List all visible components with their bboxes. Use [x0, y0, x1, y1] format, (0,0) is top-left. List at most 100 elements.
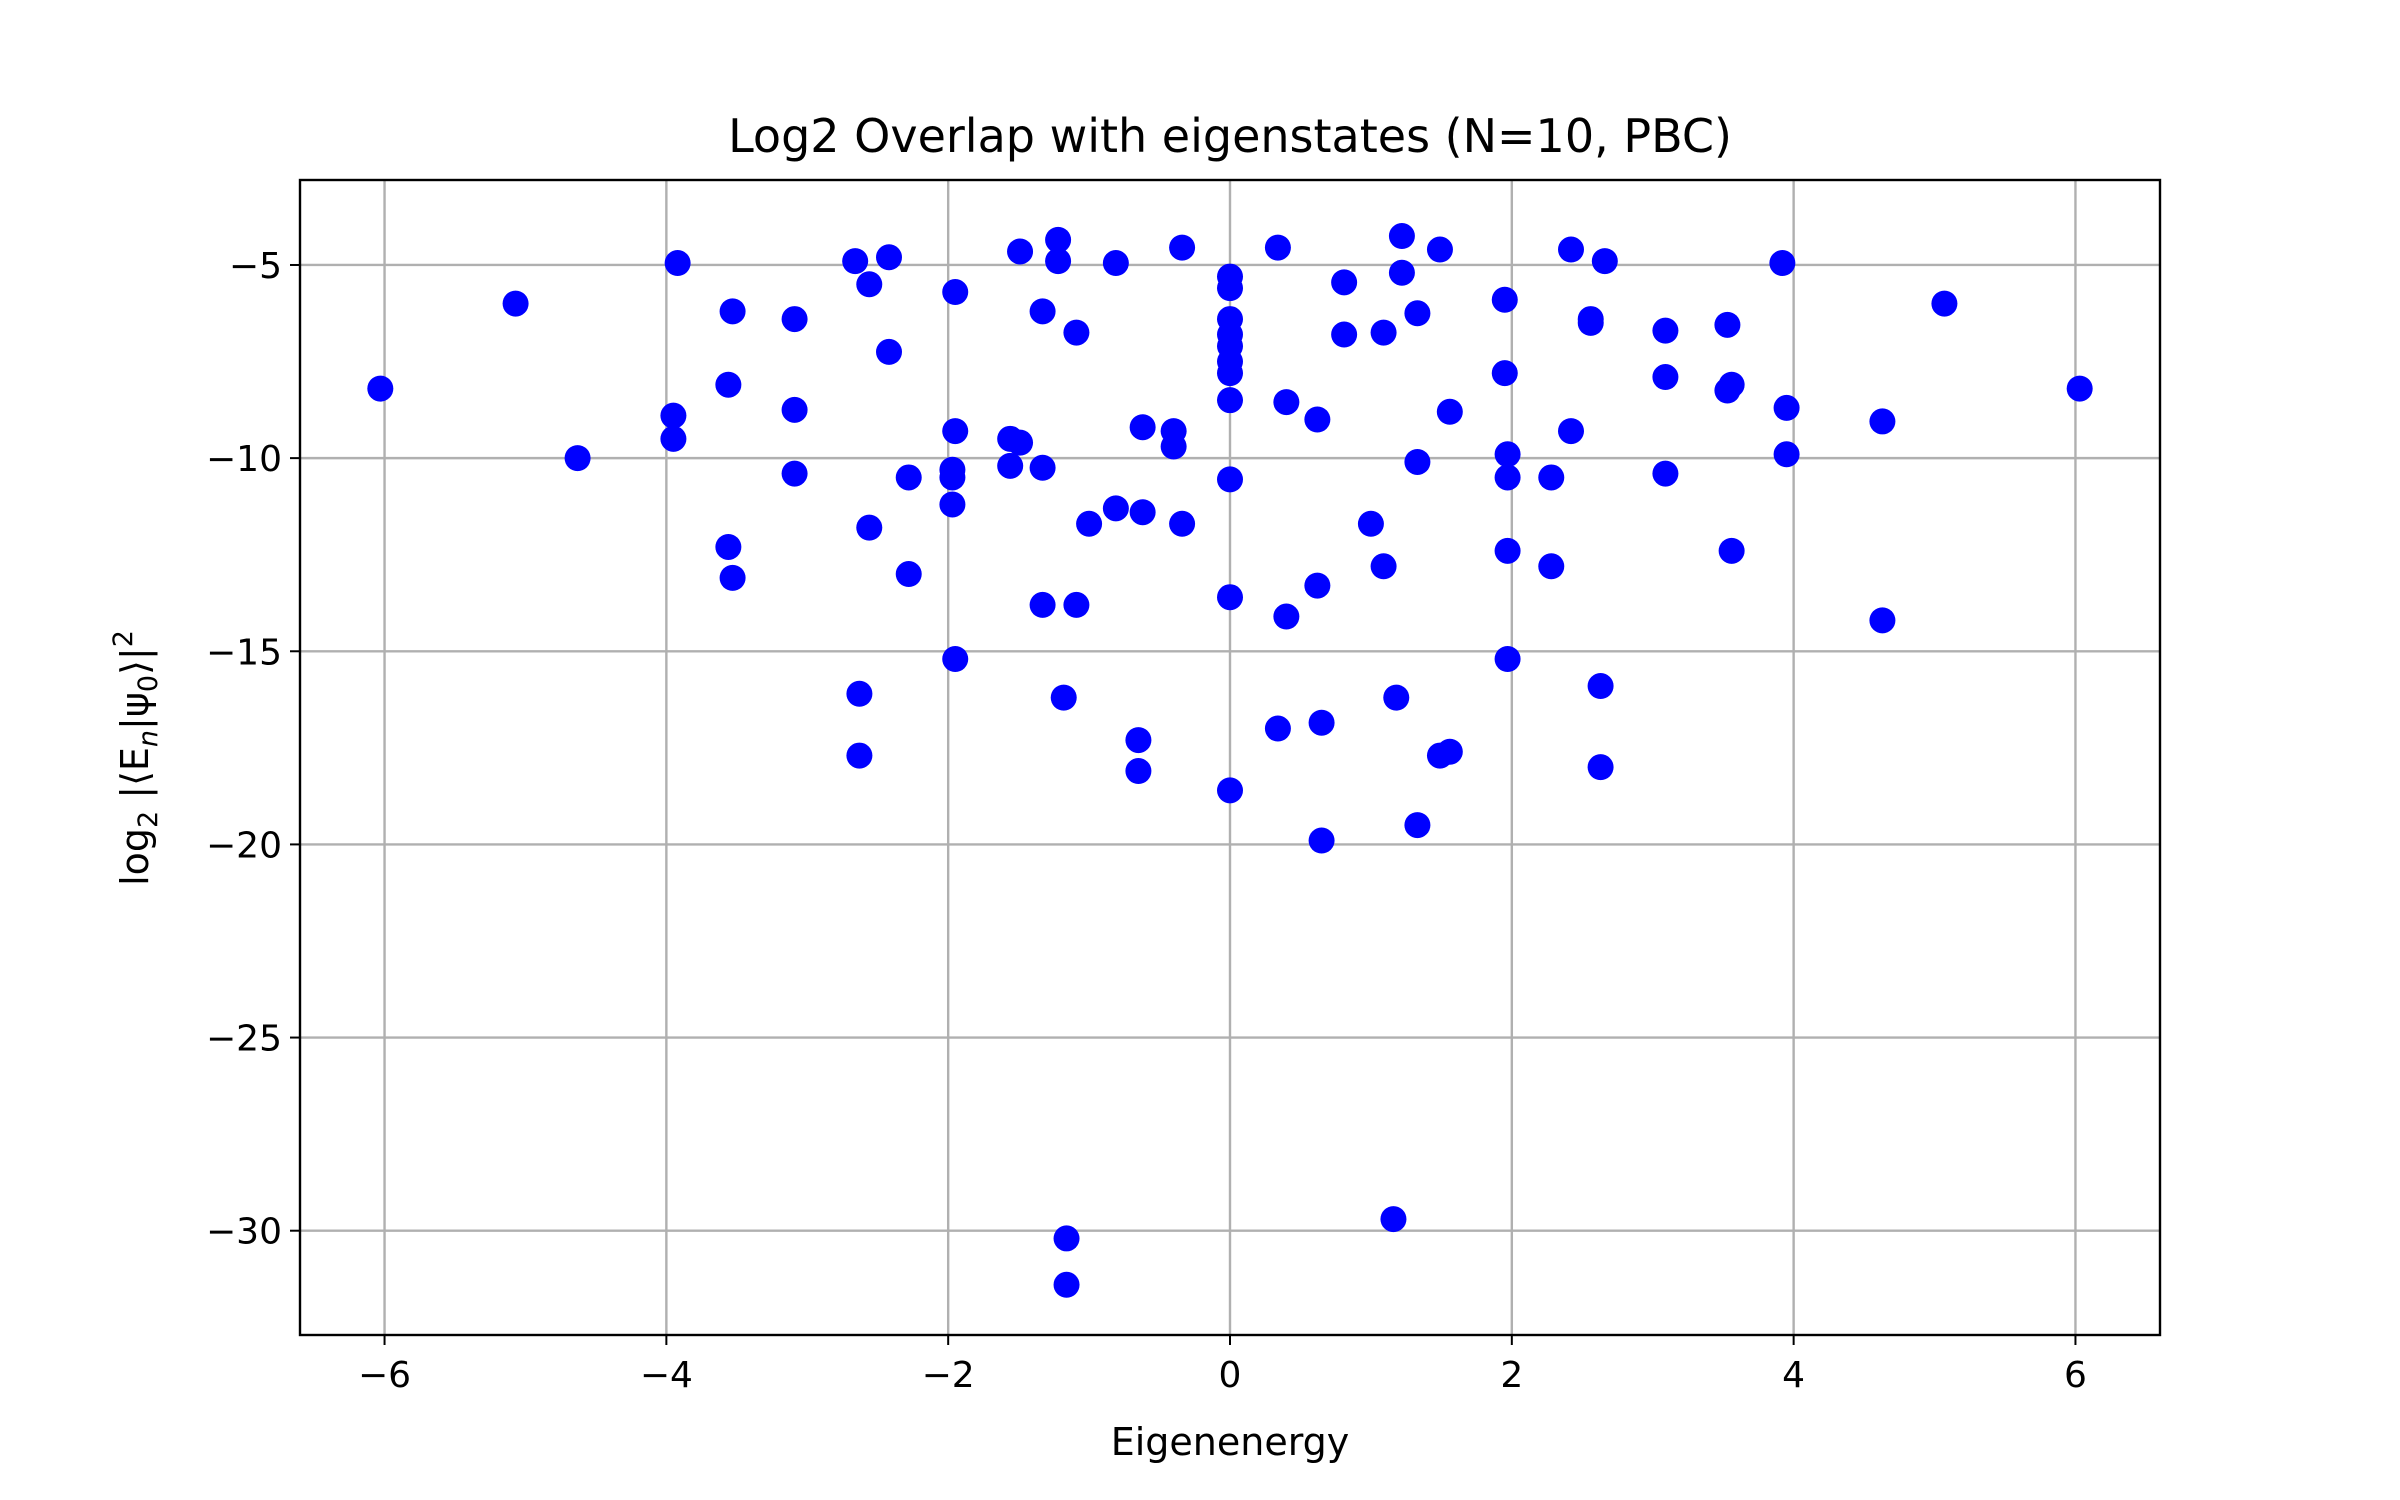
data-point: [1587, 754, 1614, 781]
data-point: [942, 279, 969, 306]
data-point: [846, 742, 873, 769]
data-point: [1558, 236, 1584, 263]
data-point: [1029, 454, 1056, 481]
data-point: [856, 271, 883, 298]
data-point: [781, 396, 808, 423]
data-point: [842, 248, 869, 275]
data-point: [1404, 300, 1431, 327]
data-point: [1217, 466, 1243, 493]
data-point: [1388, 223, 1415, 250]
data-point: [1102, 495, 1129, 522]
data-point: [1494, 645, 1521, 672]
data-point: [1029, 298, 1056, 325]
data-point: [1273, 603, 1300, 630]
data-point: [1869, 408, 1896, 435]
data-point: [1404, 812, 1431, 839]
y-label-body: |⟨E: [113, 747, 158, 811]
data-point: [1869, 607, 1896, 634]
data-point: [1217, 387, 1243, 414]
data-point: [1304, 406, 1331, 433]
data-point: [1931, 290, 1958, 317]
data-point: [939, 464, 966, 491]
x-axis-label: Eigenenergy: [1111, 1420, 1350, 1464]
data-point: [660, 402, 687, 429]
data-point: [1160, 433, 1187, 460]
x-tick-label: −2: [922, 1355, 975, 1396]
y-tick-label: −10: [206, 439, 282, 480]
data-point: [1045, 248, 1072, 275]
data-point: [895, 464, 922, 491]
data-point: [781, 306, 808, 333]
data-point: [1273, 389, 1300, 416]
y-label-sub: 2: [133, 811, 164, 828]
y-axis-label: log2 |⟨En|ψ0⟩|2: [108, 630, 164, 886]
data-point: [1053, 1225, 1080, 1252]
y-label-log: log: [113, 828, 157, 886]
data-point: [939, 491, 966, 518]
data-point: [1331, 321, 1358, 348]
data-point: [1426, 236, 1453, 263]
data-point: [1538, 464, 1565, 491]
data-point: [1436, 398, 1463, 425]
data-point: [1050, 684, 1077, 711]
data-point: [664, 250, 691, 277]
data-point: [367, 375, 394, 402]
data-point: [1308, 827, 1335, 854]
data-point: [1436, 738, 1463, 765]
data-point: [1652, 460, 1679, 487]
data-point: [1304, 572, 1331, 599]
grid-lines: [300, 180, 2160, 1335]
chart-title: Log2 Overlap with eigenstates (N=10, PBC…: [728, 109, 1732, 163]
data-point: [1370, 319, 1397, 346]
x-tick-label: 0: [1219, 1355, 1242, 1396]
data-point: [1217, 275, 1243, 302]
data-point: [1125, 727, 1152, 754]
data-point: [1264, 715, 1291, 742]
data-point: [1494, 464, 1521, 491]
data-point: [1773, 394, 1800, 421]
data-point: [1773, 441, 1800, 468]
data-point: [1370, 553, 1397, 580]
data-point: [1029, 591, 1056, 618]
data-point: [1129, 414, 1156, 441]
data-point: [1331, 269, 1358, 296]
data-point: [1718, 371, 1745, 398]
data-points: [367, 223, 2093, 1298]
y-tick-label: −30: [206, 1212, 282, 1253]
data-point: [1063, 591, 1090, 618]
y-tick-label: −15: [206, 632, 282, 673]
data-point: [1308, 709, 1335, 736]
data-point: [846, 680, 873, 707]
data-point: [1007, 238, 1034, 265]
data-point: [1076, 510, 1103, 537]
data-point: [564, 445, 591, 472]
data-point: [1404, 448, 1431, 475]
x-tick-label: −6: [358, 1355, 411, 1396]
y-label-end: ⟩|: [113, 647, 158, 675]
data-point: [660, 425, 687, 452]
data-point: [1769, 250, 1796, 277]
x-tick-label: 2: [1500, 1355, 1523, 1396]
data-point: [1587, 673, 1614, 700]
data-point: [876, 338, 902, 365]
data-point: [1063, 319, 1090, 346]
data-point: [1652, 364, 1679, 391]
data-point: [1129, 499, 1156, 526]
data-point: [1217, 584, 1243, 611]
data-point: [1538, 553, 1565, 580]
data-point: [1102, 250, 1129, 277]
data-point: [1714, 311, 1741, 338]
data-point: [1357, 510, 1384, 537]
data-point: [2066, 375, 2093, 402]
data-point: [715, 371, 742, 398]
data-point: [1045, 226, 1072, 253]
y-tick-label: −20: [206, 825, 282, 866]
data-point: [1169, 510, 1196, 537]
data-point: [1577, 309, 1604, 336]
y-label-mid: |ψ: [113, 692, 158, 730]
x-tick-label: 4: [1782, 1355, 1805, 1396]
data-point: [856, 514, 883, 541]
data-point: [1591, 248, 1618, 275]
